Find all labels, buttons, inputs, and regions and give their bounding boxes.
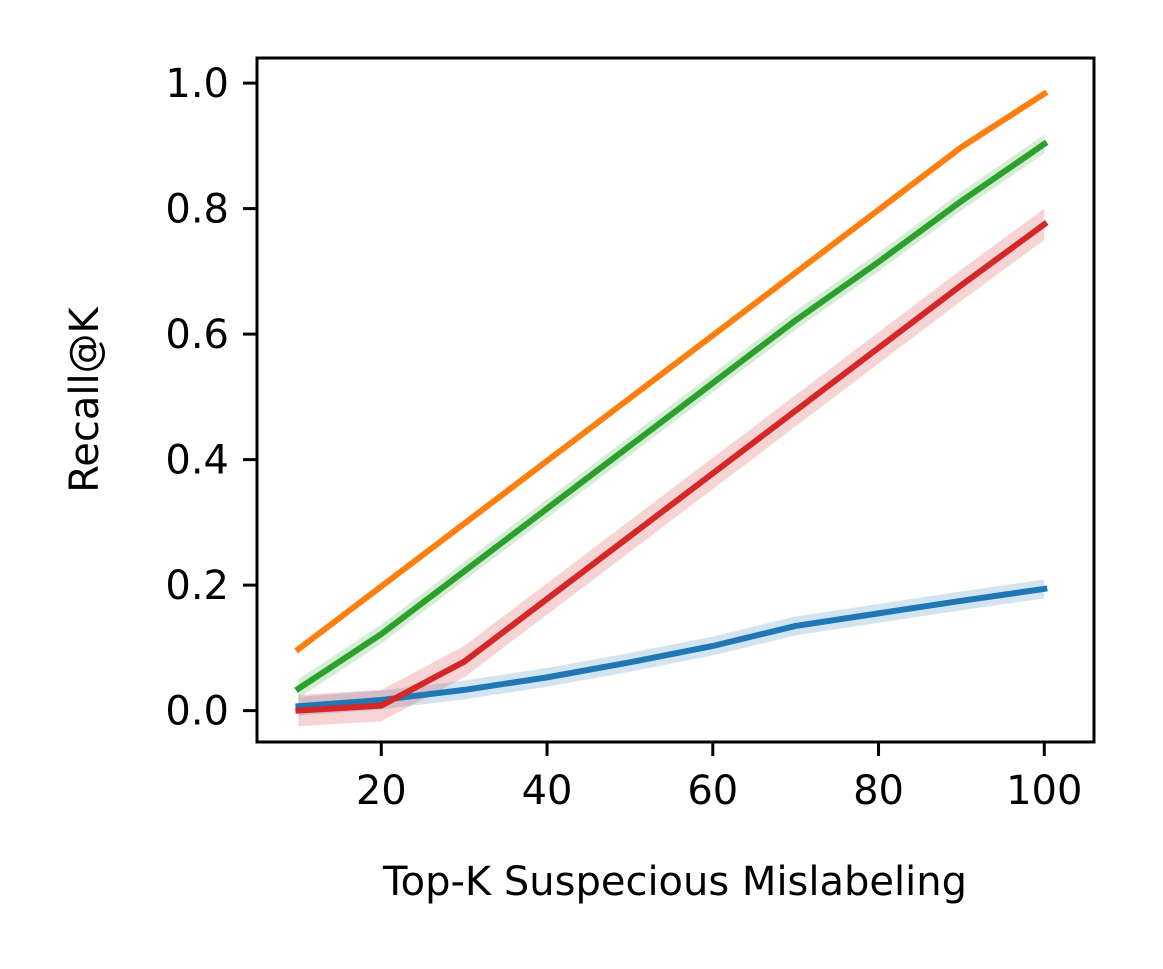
y-tick-label: 0.0: [165, 689, 229, 735]
x-tick-label: 40: [522, 768, 573, 814]
series-3-line: [295, 220, 1049, 714]
series-2-line: [294, 139, 1049, 693]
series-1-line: [294, 89, 1049, 654]
x-axis-ticks: 20 40 60 80 100: [356, 742, 1082, 814]
y-tick-label: 0.2: [165, 563, 229, 609]
x-axis-title: Top-K Suspecious Mislabeling: [382, 859, 967, 905]
series-4-line: [295, 585, 1048, 710]
x-tick-label: 20: [356, 768, 407, 814]
x-tick-label: 60: [687, 768, 738, 814]
y-axis-ticks: 0.0 0.2 0.4 0.6 0.8 1.0: [165, 61, 257, 735]
y-axis-title: Recall@K: [62, 305, 108, 492]
x-tick-label: 100: [1006, 768, 1082, 814]
y-tick-label: 0.4: [165, 438, 229, 484]
y-tick-label: 0.8: [165, 187, 229, 233]
plot-frame: [255, 56, 1096, 744]
x-tick-label: 80: [853, 768, 904, 814]
series-lines: [294, 89, 1049, 714]
y-tick-label: 0.6: [165, 312, 229, 358]
y-tick-label: 1.0: [165, 61, 229, 107]
